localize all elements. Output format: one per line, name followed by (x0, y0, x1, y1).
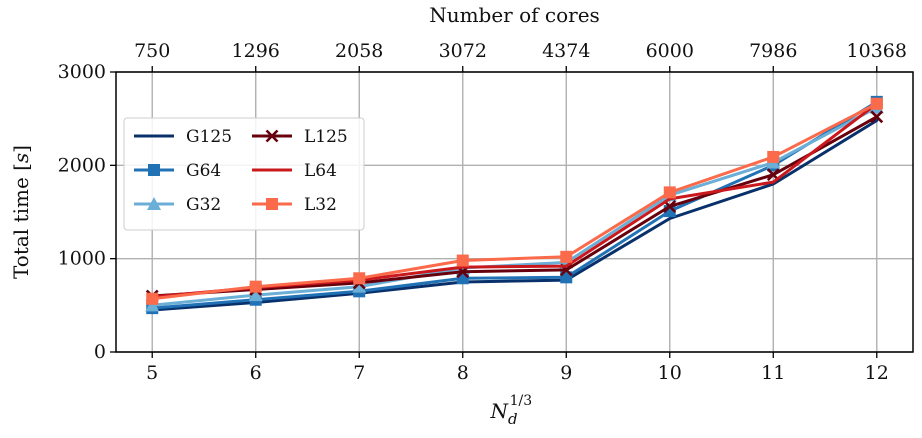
series-line-l32 (150, 102, 879, 301)
legend-label-l64: L64 (304, 161, 337, 181)
data-point-l32 (456, 254, 469, 267)
legend-marker-l125 (265, 129, 279, 143)
top-tick-label: 3072 (439, 40, 487, 62)
y-axis-title: Total time [s] (9, 145, 33, 279)
x-tick-label: 8 (457, 362, 469, 384)
data-point-g64 (456, 272, 469, 285)
top-tick-label: 7986 (749, 40, 797, 62)
data-point-l32 (767, 150, 780, 163)
y-tick-label: 2000 (58, 154, 106, 176)
legend-label-g64: G64 (186, 161, 221, 181)
legend-label-g125: G125 (186, 127, 232, 147)
series-l32 (146, 97, 883, 305)
plot-frame (115, 71, 914, 353)
data-point-l125 (870, 110, 884, 124)
series-line-g125 (150, 119, 879, 312)
y-tick-label: 0 (94, 341, 106, 363)
legend-item-g64: G64 (134, 161, 221, 181)
x-axis-title-base: N (490, 399, 510, 423)
top-tick-label: 2058 (335, 40, 383, 62)
x-tick-label: 5 (146, 362, 158, 384)
legend-item-l125: L125 (252, 127, 348, 147)
top-tick-label: 1296 (232, 40, 280, 62)
x-tick-label: 9 (560, 362, 572, 384)
top-tick-label: 750 (134, 40, 170, 62)
x-tick-label: 12 (865, 362, 889, 384)
data-point-l32 (663, 186, 676, 199)
y-tick-label: 1000 (58, 248, 106, 270)
y-axis-title-close: ] (9, 145, 33, 153)
x-axis-title-subscript: d (508, 410, 518, 428)
data-point-l32 (146, 292, 159, 305)
x-tick-label: 6 (250, 362, 262, 384)
data-point-l32 (870, 97, 883, 110)
legend-marker-l32 (266, 198, 278, 210)
legend-item-g125: G125 (134, 127, 232, 147)
top-tick-label: 10368 (847, 40, 907, 62)
data-point-g32 (145, 298, 160, 312)
y-tick-label: 3000 (58, 61, 106, 83)
data-point-l32 (353, 272, 366, 285)
x-tick-label: 7 (353, 362, 365, 384)
x-tick-label: 11 (761, 362, 785, 384)
data-point-l32 (560, 250, 573, 263)
y-axis-unit: s (9, 153, 33, 163)
top-axis-title: Number of cores (429, 3, 600, 27)
y-axis-title-text: Total time [ (9, 163, 33, 279)
legend-box (123, 117, 365, 231)
legend-label-l32: L32 (304, 195, 337, 215)
data-point-g32 (248, 288, 263, 302)
legend-item-l32: L32 (252, 195, 337, 215)
legend: G125 G64 G32 L125 L64 L32 (123, 117, 365, 231)
series-line-l125 (150, 115, 879, 298)
legend-item-g32: G32 (134, 195, 221, 215)
series-line-g64 (150, 100, 879, 310)
series-lines (145, 95, 884, 315)
legend-label-g32: G32 (186, 195, 221, 215)
data-point-l32 (249, 280, 262, 293)
legend-item-l64: L64 (252, 161, 337, 181)
top-tick-label: 4374 (542, 40, 590, 62)
legend-marker-g32 (147, 197, 161, 210)
x-tick-label: 10 (658, 362, 682, 384)
legend-marker-g64 (148, 164, 160, 176)
series-g125 (150, 119, 879, 312)
top-tick-label: 6000 (646, 40, 694, 62)
legend-label-l125: L125 (304, 127, 348, 147)
data-point-g32 (352, 279, 367, 293)
x-axis-title: Nd1/3 (490, 393, 533, 428)
x-axis-title-superscript: 1/3 (510, 393, 533, 409)
axis-ticks: 5 750 6 1296 7 2058 8 3072 9 4374 10 6000 11 7986 12 10… (58, 40, 907, 384)
